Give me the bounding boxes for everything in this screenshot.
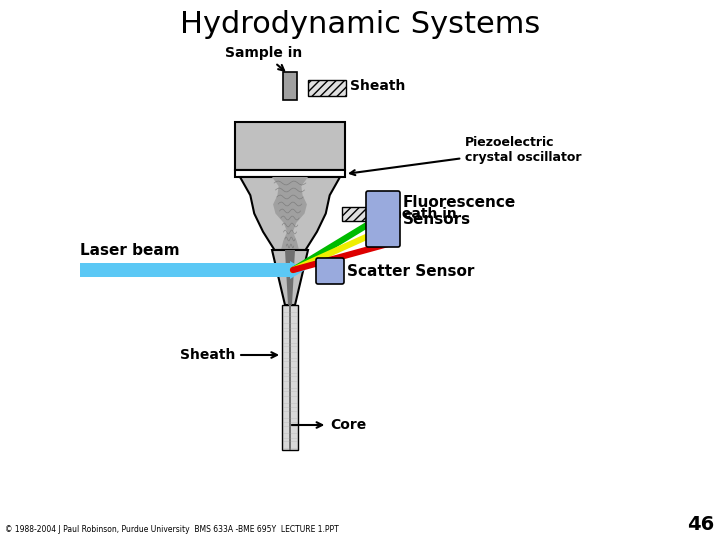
Text: Core: Core [292,418,366,432]
FancyArrow shape [80,261,305,279]
Polygon shape [272,250,308,305]
Text: Piezoelectric
crystal oscillator: Piezoelectric crystal oscillator [350,136,582,175]
Text: © 1988-2004 J Paul Robinson, Purdue University  BMS 633A -BME 695Y  LECTURE 1.PP: © 1988-2004 J Paul Robinson, Purdue Univ… [5,525,338,534]
Bar [282,305,298,450]
Bar [289,305,291,450]
Polygon shape [240,177,340,250]
Text: Hydrodynamic Systems: Hydrodynamic Systems [180,10,540,39]
Bar [235,170,345,177]
Polygon shape [272,177,308,250]
FancyBboxPatch shape [316,258,344,284]
Text: 46: 46 [687,515,714,534]
Text: Sheath in: Sheath in [382,207,456,221]
Text: Scatter Sensor: Scatter Sensor [347,264,474,279]
Polygon shape [285,250,295,305]
Text: Sheath: Sheath [350,79,405,93]
Bar [308,80,346,96]
FancyBboxPatch shape [366,191,400,247]
Text: Sample in: Sample in [225,46,302,71]
Text: Laser beam: Laser beam [80,243,179,258]
Bar [283,72,297,100]
Text: Sheath: Sheath [180,348,277,362]
Bar [235,122,345,170]
Bar [342,207,378,221]
Text: Fluorescence
Sensors: Fluorescence Sensors [403,195,516,227]
